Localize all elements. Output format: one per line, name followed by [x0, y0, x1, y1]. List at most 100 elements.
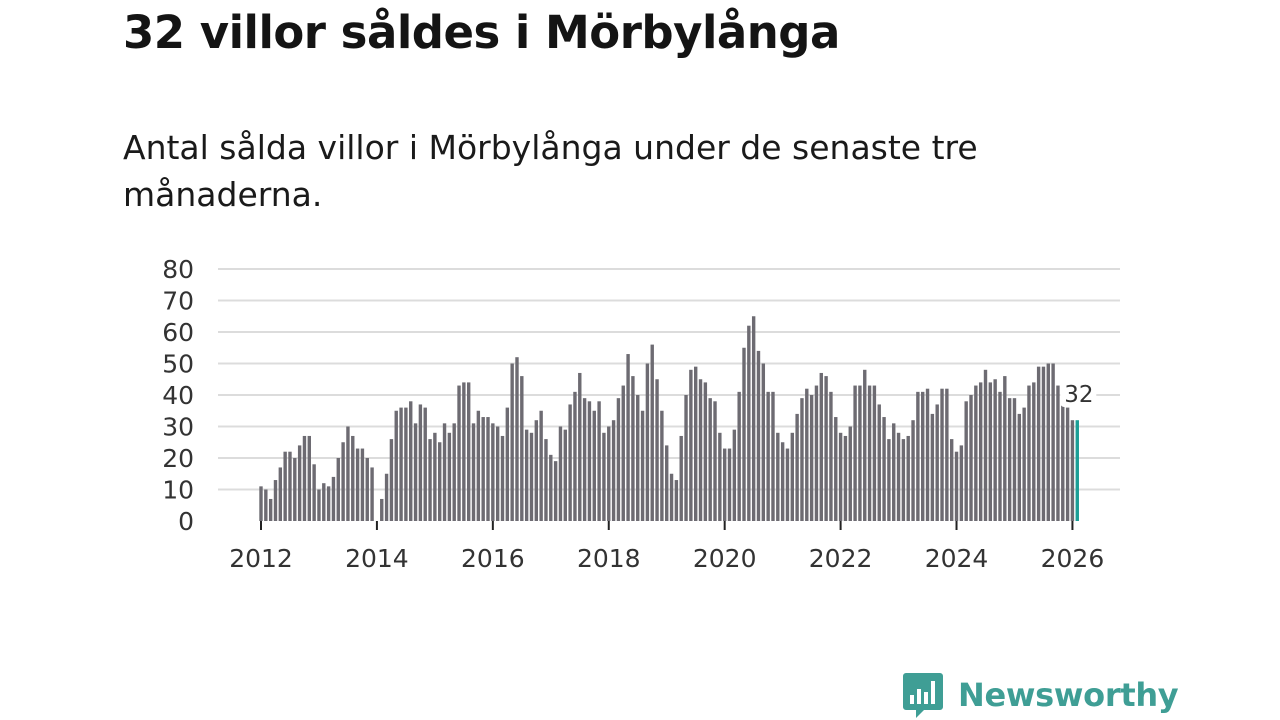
bar — [698, 379, 703, 521]
bar — [1051, 363, 1055, 521]
bar — [355, 448, 360, 521]
bar — [892, 423, 896, 521]
bar — [360, 448, 365, 521]
bar — [616, 398, 621, 521]
bar — [302, 435, 307, 521]
bar — [399, 407, 403, 521]
bar — [326, 486, 331, 521]
bar — [505, 407, 510, 521]
bar — [708, 398, 712, 521]
bar — [341, 442, 345, 521]
bar — [438, 442, 442, 521]
bar — [751, 316, 756, 521]
bar — [771, 391, 775, 521]
bar — [930, 413, 935, 521]
bar — [293, 458, 297, 521]
bar — [602, 432, 606, 521]
chart-title: 32 villor såldes i Mörbylånga — [123, 6, 840, 59]
bar — [307, 435, 311, 521]
bar — [365, 458, 369, 521]
bar — [640, 410, 645, 521]
x-tick-label: 2018 — [577, 544, 641, 573]
bar — [834, 417, 838, 521]
bar — [756, 350, 761, 521]
bar — [949, 439, 954, 521]
bar — [268, 498, 273, 521]
bar — [800, 398, 804, 521]
bar — [1007, 398, 1012, 521]
x-tick-label: 2024 — [925, 544, 989, 573]
bar — [312, 464, 316, 521]
bar — [563, 429, 567, 521]
bar — [954, 451, 959, 521]
bar — [592, 410, 596, 521]
bar — [409, 401, 413, 521]
bar — [819, 372, 823, 521]
bar — [582, 398, 587, 521]
bar — [428, 439, 432, 521]
bar-chart-speech-bubble-icon — [903, 673, 943, 718]
bar — [689, 369, 693, 521]
bar — [491, 423, 495, 521]
bar — [877, 404, 881, 521]
bar — [906, 435, 910, 521]
bar — [660, 410, 664, 521]
bar — [495, 426, 500, 521]
bar — [921, 391, 925, 521]
bar — [694, 366, 698, 521]
bar — [1056, 385, 1060, 521]
bar — [273, 480, 278, 521]
bar — [331, 476, 336, 521]
y-tick-label: 40 — [162, 381, 194, 410]
bar — [322, 483, 326, 521]
bar — [848, 426, 852, 521]
bar — [969, 395, 973, 521]
y-tick-label: 60 — [162, 318, 194, 347]
bar — [1027, 385, 1031, 521]
bar — [500, 435, 505, 521]
bar — [1046, 363, 1050, 521]
bar — [761, 363, 766, 521]
bar — [346, 426, 350, 521]
y-tick-label: 70 — [162, 287, 194, 316]
bar — [887, 439, 891, 521]
bar — [737, 391, 741, 521]
bar — [515, 357, 519, 521]
bar — [983, 369, 988, 521]
bar — [384, 473, 389, 521]
bar — [935, 404, 939, 521]
brand-logo: Newsworthy — [902, 670, 1179, 720]
bar — [1070, 420, 1075, 521]
bar — [853, 385, 857, 521]
bar — [587, 401, 592, 521]
bar — [665, 445, 669, 521]
bar — [679, 435, 683, 521]
bar — [916, 391, 920, 521]
bar — [901, 439, 906, 521]
bar — [650, 344, 654, 521]
bar — [925, 388, 930, 521]
bar — [380, 498, 384, 521]
bar — [317, 489, 321, 521]
bar — [780, 442, 785, 521]
bar — [669, 473, 674, 521]
y-tick-label: 10 — [162, 476, 194, 505]
bar — [336, 458, 340, 521]
bar — [549, 454, 553, 521]
bar — [1012, 398, 1017, 521]
bar — [621, 385, 625, 521]
bar — [998, 391, 1002, 521]
bar — [742, 347, 746, 521]
bar — [1003, 376, 1007, 521]
x-tick-label: 2020 — [693, 544, 757, 573]
bar — [264, 489, 268, 521]
x-tick-label: 2022 — [809, 544, 873, 573]
bar — [389, 439, 394, 521]
bar — [442, 423, 447, 521]
bar — [718, 432, 722, 521]
x-axis: 2012 2014 2016 2018 2020 2022 2024 2026 — [229, 521, 1104, 573]
bar — [636, 395, 640, 521]
bar — [843, 435, 848, 521]
bar — [466, 382, 471, 521]
bar — [974, 385, 978, 521]
